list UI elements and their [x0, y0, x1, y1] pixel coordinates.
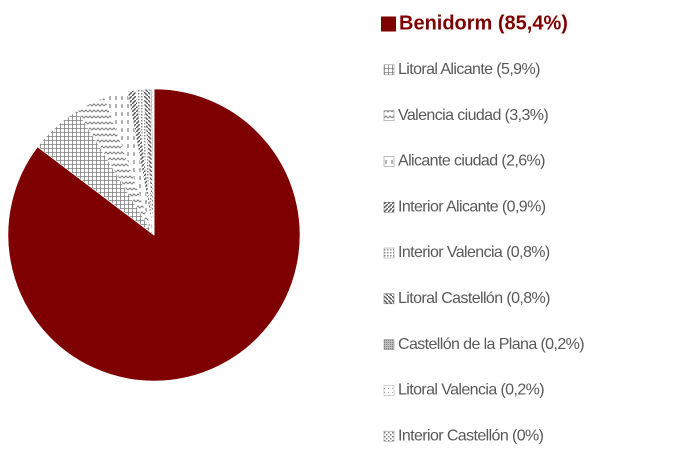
legend-label: Litoral Castellón (0,8%)	[398, 290, 550, 307]
legend-marker	[383, 201, 395, 213]
legend-marker	[383, 156, 395, 167]
legend-label: Valencia ciudad (3,3%)	[398, 107, 548, 124]
legend-marker	[383, 64, 395, 76]
legend-label: Litoral Alicante (5,9%)	[398, 61, 540, 78]
legend-label: Alicante ciudad (2,6%)	[398, 153, 545, 170]
legend-marker	[383, 293, 395, 305]
legend-label: Litoral Valencia (0,2%)	[398, 382, 544, 399]
legend-marker	[383, 385, 395, 396]
legend-marker	[383, 110, 395, 121]
legend-label: Interior Valencia (0,8%)	[398, 244, 550, 261]
legend-marker	[383, 430, 395, 442]
legend-marker	[381, 16, 396, 32]
legend-label: Interior Castellón (0%)	[398, 427, 544, 444]
legend-label: Castellón de la Plana (0,2%)	[398, 336, 584, 353]
legend-label: Benidorm (85,4%)	[399, 12, 568, 34]
legend-label: Interior Alicante (0,9%)	[398, 198, 546, 215]
legend-marker	[383, 339, 395, 350]
legend-marker	[383, 247, 395, 259]
